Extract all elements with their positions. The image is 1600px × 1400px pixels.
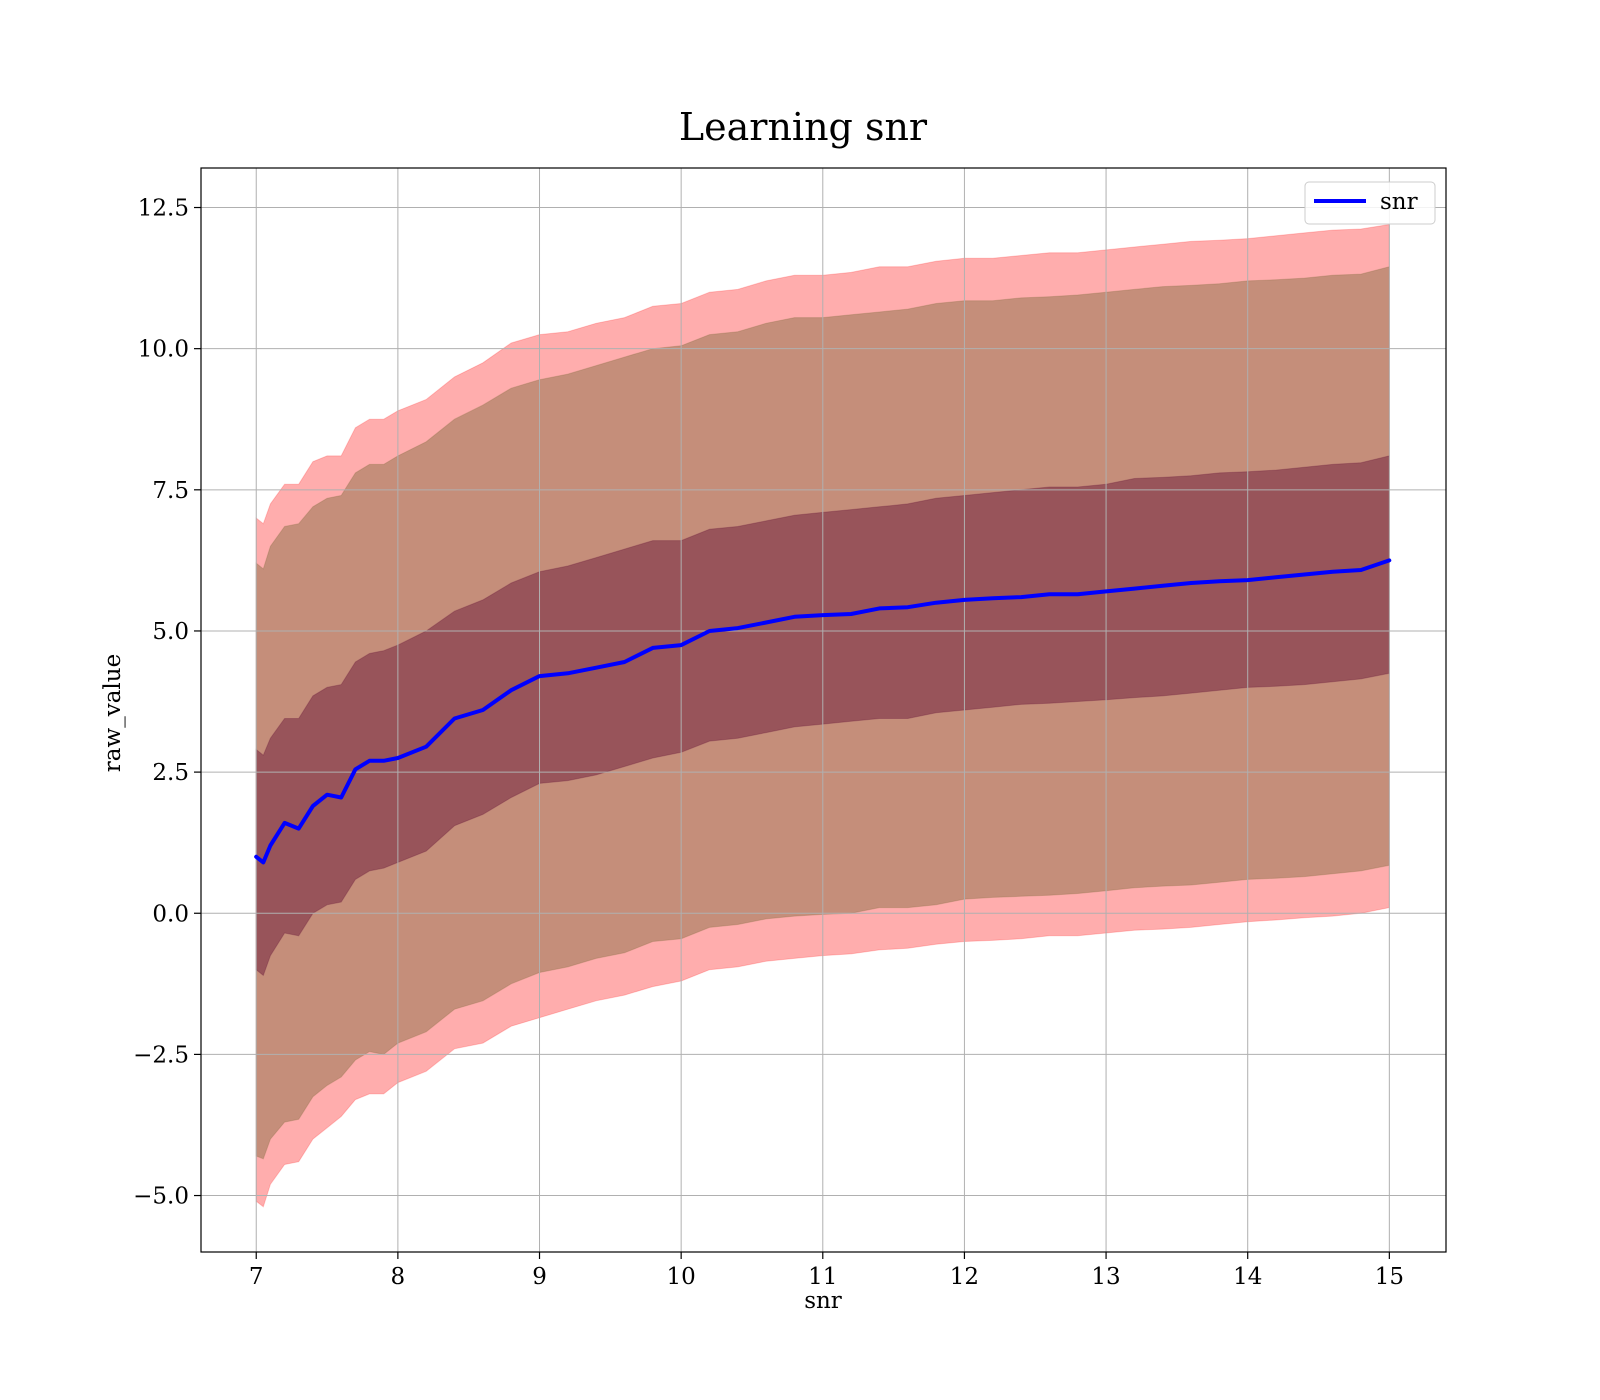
ticks-layer: 7 8 9 10 11 12 13 14 15 −5.0 −2.5 0.0 2.5 5.0 7.5 10.0 1… — [133, 196, 1404, 1290]
x-axis-label: snr — [804, 1288, 842, 1314]
x-tick-label: 13 — [1091, 1264, 1120, 1290]
y-tick-label: 0.0 — [152, 901, 189, 927]
legend: snr — [1304, 181, 1436, 225]
chart-title: Learning snr — [679, 105, 928, 149]
legend-box — [1304, 181, 1436, 225]
y-tick-label: 2.5 — [152, 760, 189, 786]
y-tick-label: 10.0 — [138, 337, 189, 363]
x-tick-label: 8 — [391, 1264, 406, 1290]
x-tick-label: 11 — [808, 1264, 837, 1290]
plot-frame — [200, 167, 1447, 1253]
grid-layer — [201, 168, 1446, 1252]
y-axis-label: raw_value — [100, 654, 126, 772]
x-tick-label: 10 — [667, 1264, 696, 1290]
y-tick-label: −5.0 — [133, 1184, 189, 1210]
y-tick-label: 5.0 — [152, 619, 189, 645]
x-tick-label: 9 — [532, 1264, 547, 1290]
y-tick-label: 12.5 — [138, 196, 189, 222]
series-line-snr — [254, 558, 1392, 865]
legend-label-snr: snr — [1380, 189, 1418, 215]
y-tick-label: 7.5 — [152, 478, 189, 504]
x-tick-label: 12 — [950, 1264, 979, 1290]
series-layer — [254, 558, 1392, 865]
x-tick-label: 14 — [1233, 1264, 1262, 1290]
x-tick-label: 15 — [1375, 1264, 1404, 1290]
y-tick-label: −2.5 — [133, 1042, 189, 1068]
x-tick-label: 7 — [249, 1264, 264, 1290]
